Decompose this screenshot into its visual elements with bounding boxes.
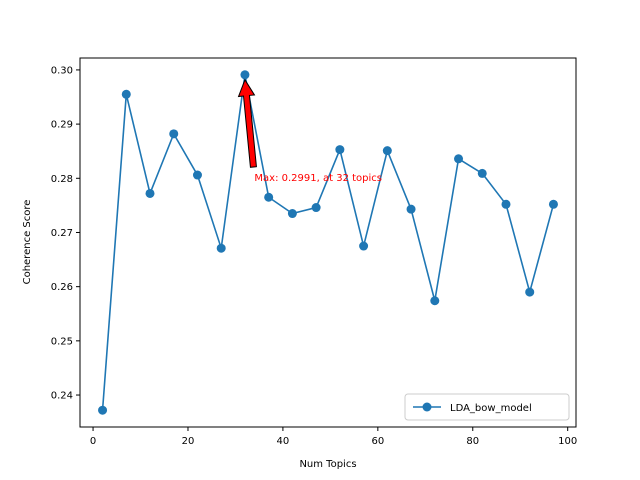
x-tick-label: 100 xyxy=(558,436,577,447)
annotation-layer: Max: 0.2991, at 32 topics xyxy=(237,78,382,184)
data-point xyxy=(430,296,440,306)
data-point xyxy=(501,199,511,209)
data-point xyxy=(145,188,155,198)
x-axis: 0 20 40 60 80 100 xyxy=(90,427,577,447)
series-line xyxy=(101,74,555,411)
data-point xyxy=(192,170,202,180)
y-axis: 0.24 0.25 0.26 0.27 0.28 0.29 0.30 xyxy=(51,65,80,402)
x-tick-label: 20 xyxy=(182,436,195,447)
y-tick-label: 0.27 xyxy=(51,228,73,239)
data-point xyxy=(525,287,535,297)
x-tick-label: 40 xyxy=(277,436,290,447)
annotation-text: Max: 0.2991, at 32 topics xyxy=(254,173,382,184)
data-point xyxy=(287,209,297,219)
legend: LDA_bow_model xyxy=(404,393,570,421)
y-tick-label: 0.24 xyxy=(51,391,73,402)
data-point xyxy=(359,241,369,251)
data-point xyxy=(548,199,558,209)
y-tick-label: 0.28 xyxy=(51,174,73,185)
data-point xyxy=(169,129,179,139)
y-tick-label: 0.30 xyxy=(51,65,73,76)
data-point xyxy=(406,204,416,214)
data-point xyxy=(311,203,321,213)
annotation-arrow xyxy=(237,78,257,168)
x-tick-label: 0 xyxy=(90,436,96,447)
legend-box xyxy=(404,393,570,421)
legend-label: LDA_bow_model xyxy=(450,403,532,414)
data-point xyxy=(264,192,274,202)
data-point xyxy=(382,146,392,156)
data-point xyxy=(454,154,464,164)
series-layer xyxy=(98,70,558,415)
data-point xyxy=(335,145,345,155)
data-point xyxy=(240,70,250,80)
legend-marker xyxy=(422,402,432,412)
plot-area xyxy=(80,58,576,427)
x-axis-title: Num Topics xyxy=(299,459,356,470)
y-tick-label: 0.25 xyxy=(51,336,73,347)
y-axis-title: Coherence Score xyxy=(22,200,33,285)
data-point xyxy=(121,89,131,99)
data-point xyxy=(216,243,226,253)
data-point xyxy=(98,405,108,415)
data-point xyxy=(477,168,487,178)
y-tick-label: 0.26 xyxy=(51,282,73,293)
x-tick-label: 60 xyxy=(371,436,384,447)
x-tick-label: 80 xyxy=(466,436,479,447)
y-tick-label: 0.29 xyxy=(51,120,73,131)
plot-frame xyxy=(79,57,577,428)
